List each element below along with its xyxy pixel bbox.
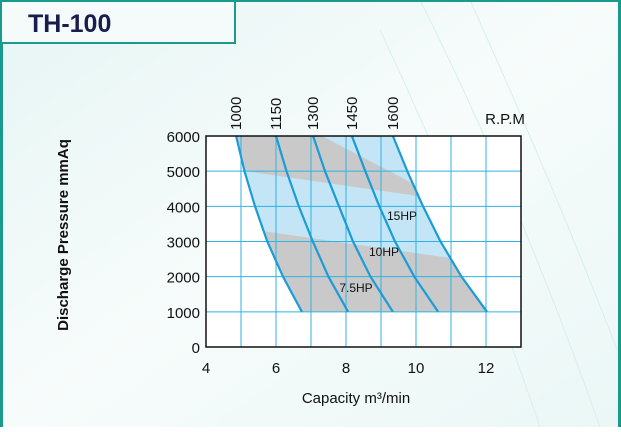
x-axis-label: Capacity m³/min (302, 390, 410, 407)
rpm-value-label: 1150 (268, 98, 285, 130)
hp-label: 7.5HP (339, 281, 372, 295)
rpm-curve (312, 135, 394, 313)
hp-label: 15HP (387, 209, 417, 223)
rpm-value-label: 1450 (344, 97, 361, 130)
rpm-value-label: 1000 (228, 97, 245, 130)
x-tick-label: 6 (272, 360, 280, 377)
plot-frame (205, 135, 522, 348)
y-tick-label: 6000 (167, 129, 200, 146)
y-tick-label: 0 (192, 340, 200, 357)
y-tick-label: 3000 (167, 235, 200, 252)
rpm-curve (274, 135, 350, 313)
x-tick-label: 4 (202, 360, 210, 377)
x-tick-label: 10 (408, 360, 425, 377)
x-tick-label: 8 (342, 360, 350, 377)
rpm-label: R.P.M (485, 111, 525, 128)
y-tick-label: 2000 (167, 270, 200, 287)
y-tick-label: 4000 (167, 199, 200, 216)
chart-title: TH-100 (28, 10, 111, 38)
hp-label: 10HP (369, 245, 399, 259)
x-tick-label: 12 (478, 360, 495, 377)
title-box (0, 0, 236, 44)
y-axis-label: Discharge Pressure mmAq (55, 139, 72, 331)
plot-layer: 15HP 10HP 7.5HP (205, 135, 522, 348)
y-tick-label: 5000 (167, 164, 200, 181)
hp-band (244, 171, 450, 258)
rpm-curve (350, 135, 440, 313)
rpm-curve (235, 135, 303, 313)
rpm-value-label: 1600 (385, 97, 402, 130)
y-tick-label: 1000 (167, 305, 200, 322)
rpm-curve (391, 135, 488, 313)
rpm-value-label: 1300 (305, 97, 322, 130)
